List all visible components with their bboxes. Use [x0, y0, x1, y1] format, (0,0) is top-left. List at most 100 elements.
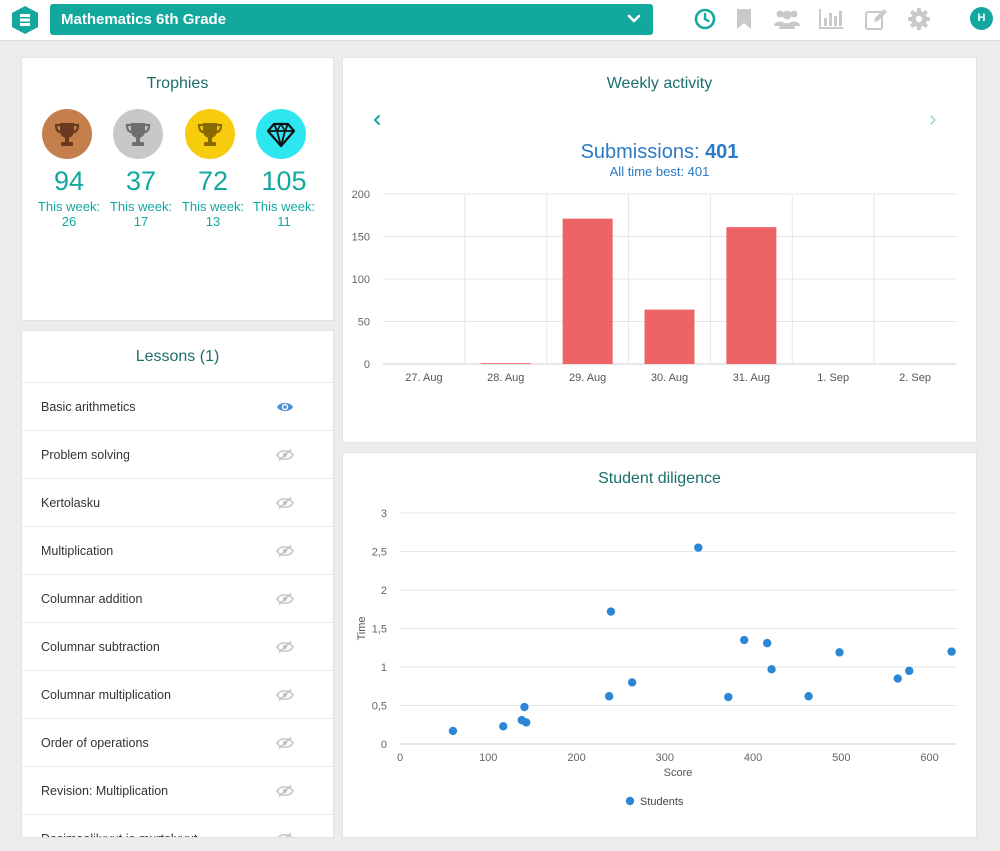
lesson-name: Basic arithmetics — [41, 400, 136, 414]
y-tick-label: 1 — [381, 662, 387, 674]
data-point — [627, 678, 637, 687]
lesson-item[interactable]: Desimaaliluvut ja murtoluvut — [22, 814, 333, 838]
bar — [480, 363, 531, 364]
lesson-item[interactable]: Columnar subtraction — [22, 622, 333, 670]
legend-marker — [625, 796, 635, 806]
weekly-activity-card: Weekly activity Submissions: 401 All tim… — [342, 57, 977, 443]
x-axis-label: Score — [664, 767, 693, 779]
x-tick-label: 27. Aug — [405, 372, 442, 384]
data-point — [520, 702, 529, 712]
lesson-item[interactable]: Basic arithmetics — [22, 382, 333, 430]
eye-slash-icon[interactable] — [276, 641, 294, 653]
x-tick-label: 300 — [656, 752, 674, 764]
eye-slash-icon[interactable] — [276, 833, 294, 838]
data-point — [804, 692, 813, 701]
y-tick-label: 1,5 — [372, 624, 387, 636]
lesson-name: Columnar addition — [41, 592, 143, 606]
chart-icon[interactable] — [818, 7, 845, 31]
trophy-badge-bronze — [42, 109, 92, 159]
lesson-item[interactable]: Problem solving — [22, 430, 333, 478]
x-tick-label: 30. Aug — [651, 372, 688, 384]
week-label: This week: — [181, 199, 245, 214]
lesson-item[interactable]: Columnar multiplication — [22, 670, 333, 718]
eye-icon[interactable] — [276, 401, 294, 413]
lesson-item[interactable]: Multiplication — [22, 526, 333, 574]
users-icon[interactable] — [773, 7, 801, 31]
data-point — [522, 718, 531, 727]
all-time-best: All time best: 401 — [609, 164, 710, 179]
course-select[interactable]: Mathematics 6th Grade — [50, 4, 653, 35]
weekly-activity-title: Weekly activity — [606, 75, 713, 92]
lesson-name: Problem solving — [41, 448, 130, 462]
trophy-badge-gold — [185, 109, 235, 159]
submissions-value: 401 — [705, 141, 739, 163]
week-value: 13 — [205, 214, 221, 229]
x-tick-label: 31. Aug — [733, 372, 770, 384]
data-point — [724, 692, 733, 702]
x-tick-label: 0 — [397, 752, 403, 764]
lesson-item[interactable]: Kertolasku — [22, 478, 333, 526]
user-avatar[interactable]: H — [970, 7, 993, 30]
y-tick-label: 0,5 — [372, 701, 387, 713]
submissions-label: Submissions: — [580, 141, 700, 163]
trophies-title: Trophies — [146, 75, 209, 92]
y-tick-label: 3 — [381, 508, 387, 520]
diligence-scatter-chart: 0 0,5 1 1,5 2 2,5 3 0 100 200 300 400 500 600 Score Tim… — [356, 508, 956, 808]
lesson-item[interactable]: Columnar addition — [22, 574, 333, 622]
lesson-name: Multiplication — [41, 544, 114, 558]
eye-slash-icon[interactable] — [276, 545, 294, 557]
trophy-count-gold: 72 — [197, 166, 229, 196]
eye-slash-icon[interactable] — [276, 785, 294, 797]
data-point — [835, 648, 844, 657]
y-tick-label: 200 — [352, 189, 370, 201]
eye-slash-icon[interactable] — [276, 593, 294, 605]
trophy-count-bronze: 94 — [53, 166, 85, 196]
edit-icon[interactable] — [864, 7, 888, 31]
bar — [726, 227, 777, 364]
clock-icon[interactable] — [693, 7, 717, 31]
lesson-item[interactable]: Order of operations — [22, 718, 333, 766]
chevron-right-icon[interactable] — [927, 112, 939, 128]
data-point — [947, 647, 956, 656]
lesson-name: Revision: Multiplication — [41, 784, 169, 798]
y-tick-label: 50 — [358, 317, 370, 329]
chevron-down-icon — [627, 14, 641, 23]
trophy-week-diamond: This week: 11 — [248, 199, 320, 229]
trophy-icon — [54, 123, 80, 146]
lesson-name: Columnar multiplication — [41, 688, 171, 702]
data-point — [905, 666, 914, 676]
x-tick-label: 200 — [567, 752, 585, 764]
lesson-item[interactable]: Revision: Multiplication — [22, 766, 333, 814]
trophy-badge-diamond — [256, 109, 306, 159]
eye-slash-icon[interactable] — [276, 737, 294, 749]
x-tick-label: 100 — [479, 752, 497, 764]
data-point — [694, 543, 703, 552]
chevron-left-icon[interactable] — [371, 112, 383, 128]
data-point — [448, 726, 458, 736]
x-tick-label: 29. Aug — [569, 372, 606, 384]
trophy-badge-silver — [113, 109, 163, 159]
week-label: This week: — [252, 199, 316, 214]
eye-slash-icon[interactable] — [276, 449, 294, 461]
x-tick-label: 1. Sep — [817, 372, 849, 384]
lesson-name: Kertolasku — [41, 496, 101, 510]
gear-icon[interactable] — [907, 7, 931, 31]
week-label: This week: — [37, 199, 101, 214]
bookmark-icon[interactable] — [732, 7, 756, 31]
week-label: This week: — [109, 199, 173, 214]
x-tick-label: 28. Aug — [487, 372, 524, 384]
eye-slash-icon[interactable] — [276, 689, 294, 701]
submissions-heading: Submissions: 401 — [343, 141, 976, 164]
app-logo-icon[interactable] — [12, 6, 38, 34]
lesson-name: Desimaaliluvut ja murtoluvut — [41, 832, 197, 837]
y-tick-label: 100 — [352, 274, 370, 286]
trophy-icon — [197, 123, 223, 146]
course-select-label: Mathematics 6th Grade — [61, 11, 227, 28]
eye-slash-icon[interactable] — [276, 497, 294, 509]
top-bar: Mathematics 6th Grade — [0, 0, 1000, 41]
data-point — [606, 607, 616, 616]
data-point — [739, 635, 749, 645]
lessons-title: Lessons (1) — [135, 348, 220, 365]
lessons-card: Lessons (1) Basic arithmetics Problem sol… — [21, 330, 334, 838]
week-value: 17 — [133, 214, 149, 229]
